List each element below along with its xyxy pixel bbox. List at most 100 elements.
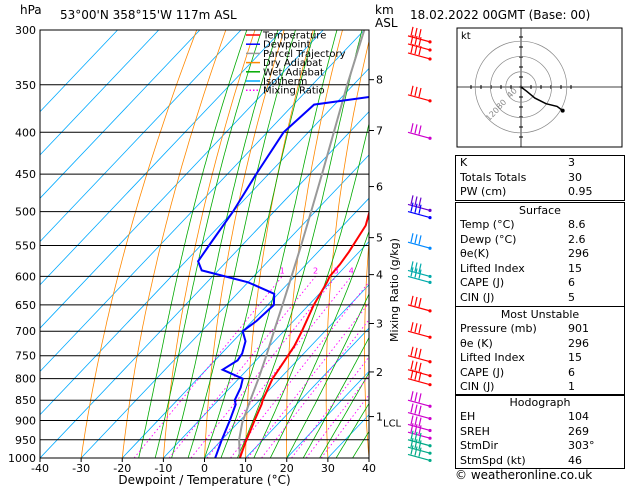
wind-barb-dot bbox=[428, 280, 432, 285]
pressure-tick-label: 400 bbox=[15, 126, 36, 139]
wind-barb-dot bbox=[428, 404, 432, 408]
section-title: Hodograph bbox=[509, 396, 571, 409]
wind-barb-feather bbox=[414, 268, 418, 278]
wind-barb-feather bbox=[414, 416, 418, 426]
mixing-ratio-label: 1 bbox=[280, 266, 285, 275]
wind-barb-feather bbox=[414, 234, 418, 244]
x-tick-label: -30 bbox=[72, 462, 90, 475]
wind-barb-feather bbox=[410, 322, 414, 332]
index-row: CIN (J) 1 bbox=[456, 380, 624, 395]
wind-barb-staff bbox=[407, 423, 431, 432]
wind-barb-feather bbox=[414, 370, 418, 380]
wind-barb-dot bbox=[428, 57, 432, 61]
pressure-tick-label: 500 bbox=[15, 206, 36, 219]
wind-barb-feather bbox=[414, 431, 418, 441]
plot-area bbox=[40, 30, 369, 458]
index-label: PW (cm) bbox=[460, 185, 507, 199]
wind-barb-dot bbox=[428, 416, 432, 421]
pressure-tick-label: 600 bbox=[15, 270, 36, 283]
wind-barb-feather bbox=[418, 269, 422, 279]
wind-barb-feather bbox=[418, 393, 422, 403]
wind-barb-feather bbox=[414, 361, 418, 371]
km-tick-label: 7 bbox=[376, 124, 383, 137]
legend-label: Temperature bbox=[262, 31, 326, 42]
mixing-ratio-line bbox=[206, 276, 352, 458]
index-value: 3 bbox=[568, 156, 575, 169]
wind-barb-dot bbox=[428, 458, 432, 463]
index-value: 6 bbox=[568, 365, 575, 379]
index-row: Totals Totals 30 bbox=[456, 171, 624, 186]
index-value: 8.6 bbox=[568, 218, 586, 231]
index-value: 6 bbox=[568, 276, 575, 290]
wind-barb bbox=[407, 391, 432, 408]
hodograph-storm-marker bbox=[560, 108, 565, 113]
hodograph-ring bbox=[505, 71, 537, 103]
index-label: CIN (J) bbox=[460, 380, 495, 394]
wind-barb-dot bbox=[428, 444, 432, 448]
wind-barb bbox=[407, 369, 432, 387]
wind-barb-feather bbox=[410, 360, 414, 370]
mixing-ratio-line bbox=[247, 302, 369, 458]
hodograph-trace bbox=[520, 86, 564, 112]
wind-barb-feather bbox=[414, 347, 418, 357]
wind-barb-feather bbox=[414, 27, 418, 38]
km-tick-label: 8 bbox=[376, 74, 383, 87]
wind-barb-feather bbox=[410, 43, 414, 54]
legend-label: Wet Adiabat bbox=[263, 67, 324, 78]
wind-barb-feather bbox=[418, 87, 422, 98]
wind-barb-staff bbox=[407, 52, 431, 60]
wind-barb-dot bbox=[428, 208, 432, 213]
wind-barb bbox=[407, 202, 432, 220]
wind-barb-feather bbox=[414, 44, 418, 55]
index-row: θe (K) 296 bbox=[456, 337, 624, 352]
section-title: Most Unstable bbox=[500, 308, 580, 321]
wind-barb-dot bbox=[428, 436, 432, 440]
wind-barb bbox=[407, 34, 432, 52]
most-unstable-table: Most Unstable Pressure (mb) 901 θe (K) 296 Li… bbox=[455, 306, 625, 396]
wind-barb-staff bbox=[407, 378, 431, 386]
wind-barb-feather bbox=[410, 26, 414, 37]
km-unit-label: km bbox=[375, 3, 394, 17]
index-label: Dewp (°C) bbox=[460, 232, 517, 246]
wind-barb-staff bbox=[407, 43, 431, 51]
wind-barb-staff bbox=[407, 399, 431, 407]
wind-barb-feather bbox=[418, 440, 422, 450]
wind-barb-feather bbox=[414, 262, 418, 272]
index-label: StmSpd (kt) bbox=[460, 453, 526, 467]
wind-barb-feather bbox=[418, 125, 422, 135]
wind-barb-feather bbox=[418, 405, 422, 415]
wind-barb-feather bbox=[410, 34, 414, 45]
km-tick-label: 5 bbox=[376, 232, 383, 245]
wind-barb-feather bbox=[410, 445, 414, 455]
wind-barb-staff bbox=[407, 355, 431, 363]
index-row: CIN (J) 5 bbox=[456, 291, 624, 306]
wind-barb-feather bbox=[414, 424, 418, 434]
index-value: 15 bbox=[568, 351, 582, 365]
wind-barb-staff bbox=[407, 446, 431, 454]
index-row: CAPE (J) 6 bbox=[456, 366, 624, 381]
wind-barb-dot bbox=[428, 99, 432, 103]
pressure-tick-label: 850 bbox=[15, 394, 36, 407]
mixing-ratio-label: 2 bbox=[313, 266, 318, 275]
pressure-tick-label: 550 bbox=[15, 239, 36, 252]
wind-barb-feather bbox=[418, 263, 422, 273]
wind-barb-feather bbox=[410, 195, 414, 205]
index-label: CAPE (J) bbox=[460, 365, 505, 379]
wind-barb-dot bbox=[428, 48, 432, 52]
km-tick-label: 6 bbox=[376, 181, 383, 194]
wind-barb-feather bbox=[418, 204, 422, 214]
wind-barb-feather bbox=[418, 348, 422, 359]
wind-barb-feather bbox=[410, 346, 414, 356]
legend-label: Parcel Trajectory bbox=[263, 49, 346, 60]
index-row: Lifted Index 15 bbox=[456, 351, 624, 366]
mixing-ratio-label: 4 bbox=[349, 266, 354, 275]
index-value: 296 bbox=[568, 336, 589, 350]
wind-barb-feather bbox=[410, 85, 414, 95]
wind-barb-feather bbox=[410, 423, 414, 433]
x-tick-label: 20 bbox=[280, 462, 294, 475]
mixing-ratio-label: 3 bbox=[334, 266, 339, 275]
wind-barb-dot bbox=[428, 383, 432, 387]
x-tick-label: -10 bbox=[154, 462, 172, 475]
